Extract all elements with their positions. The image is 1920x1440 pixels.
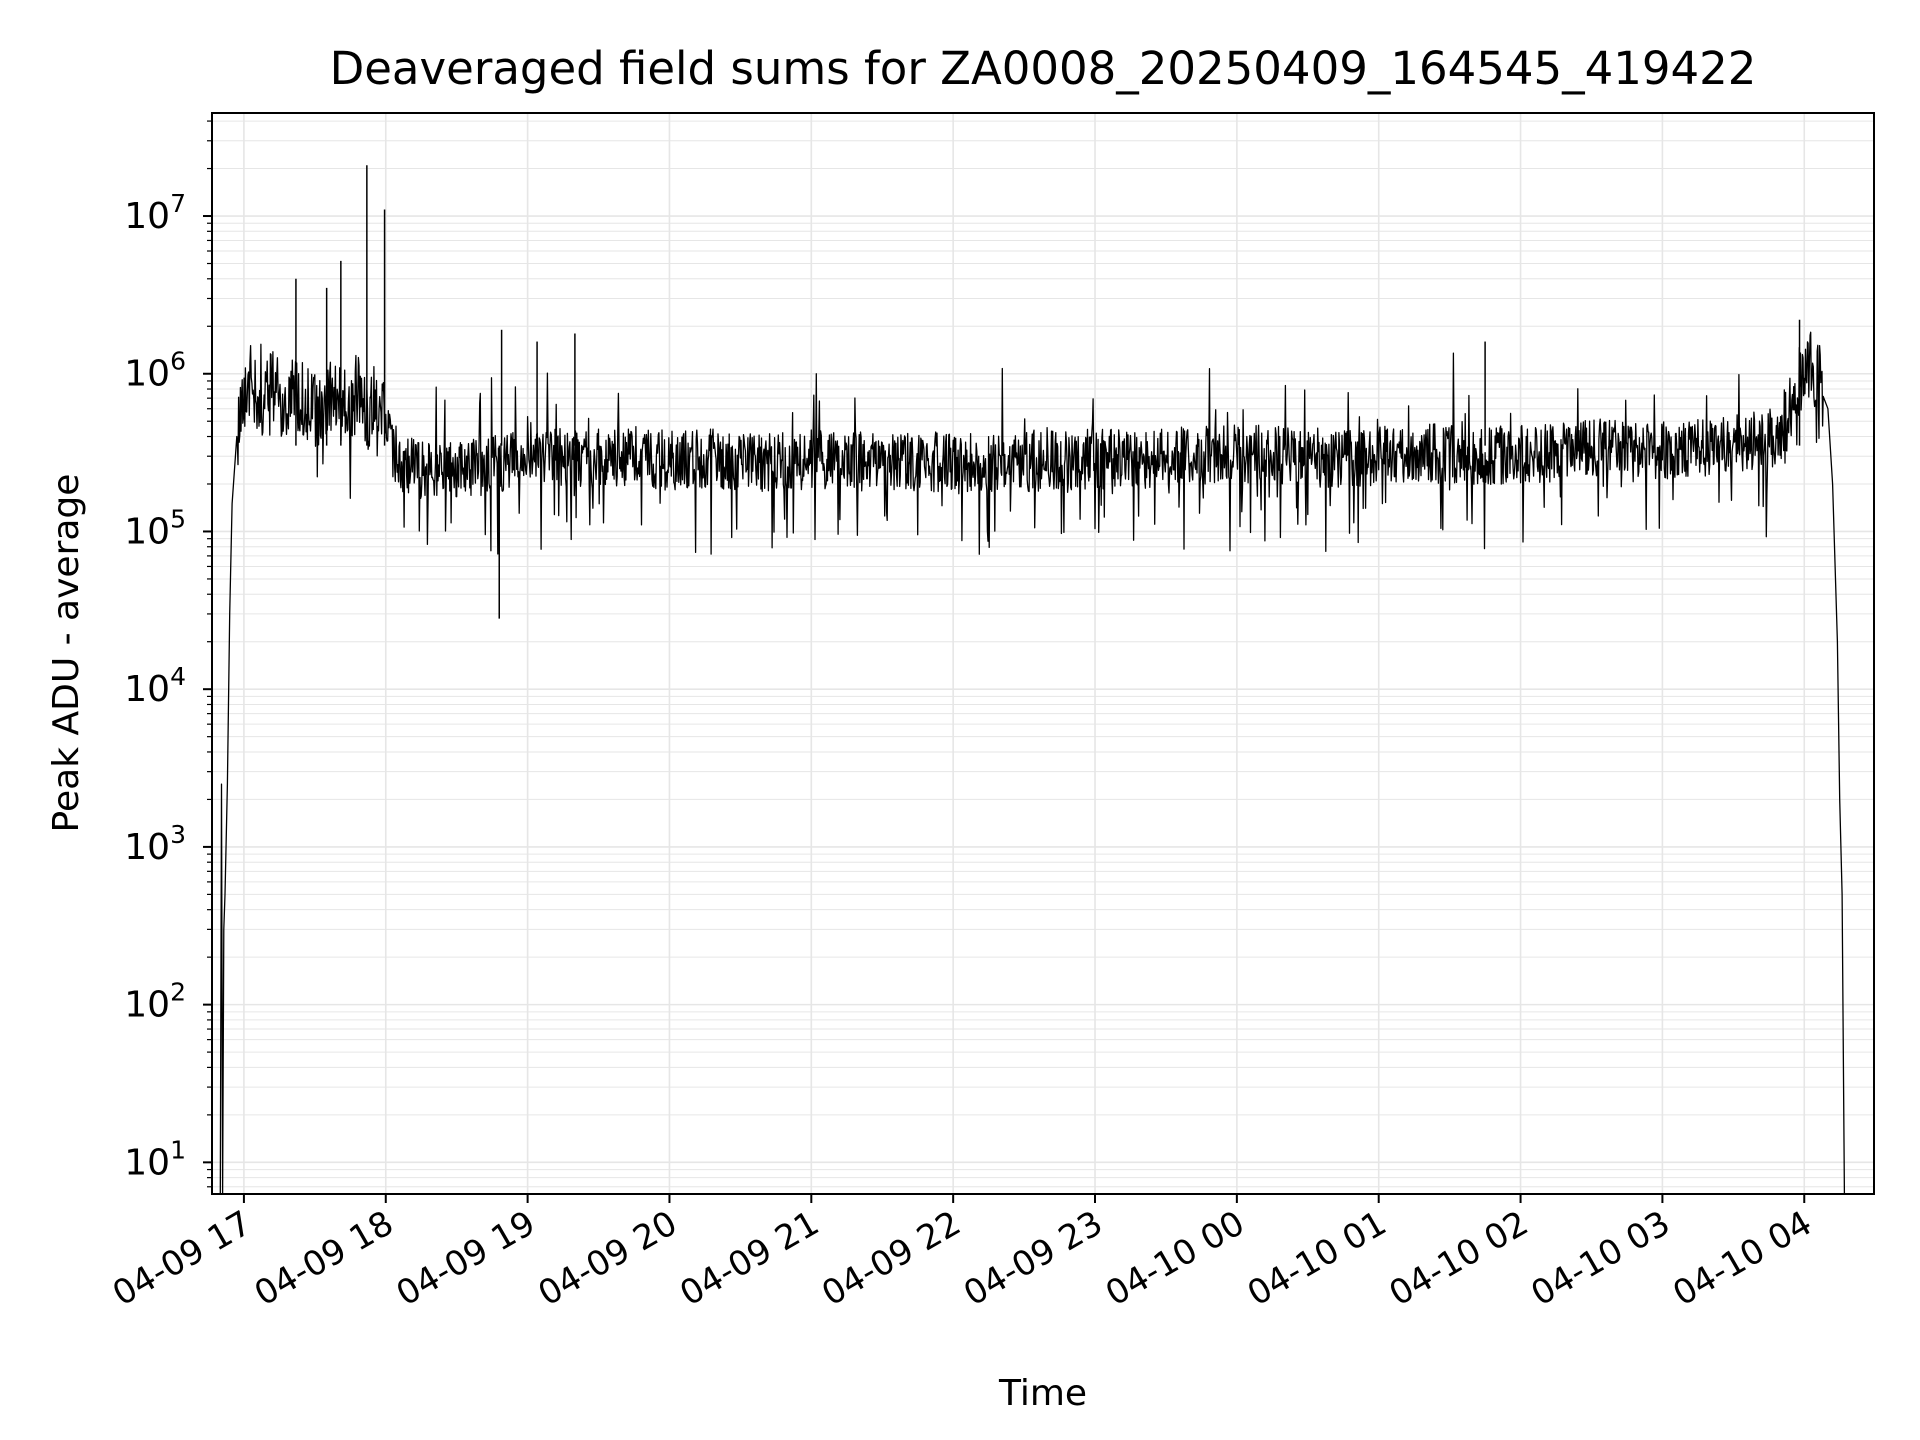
chart-title: Deaveraged field sums for ZA0008_2025040… [330, 42, 1757, 95]
y-tick-label: 102 [124, 978, 186, 1026]
series-layer [219, 165, 1846, 1195]
y-tick-label: 106 [124, 347, 186, 395]
y-tick-label: 104 [124, 662, 186, 710]
y-tick-label: 101 [124, 1135, 186, 1183]
y-tick-label: 103 [124, 820, 186, 868]
x-axis-label: Time [998, 1373, 1087, 1414]
grid [212, 113, 1874, 1194]
plot-frame [211, 112, 1875, 1195]
y-tick-label: 107 [124, 189, 186, 237]
y-axis-label: Peak ADU - average [46, 474, 87, 833]
y-tick-label: 105 [124, 504, 186, 552]
